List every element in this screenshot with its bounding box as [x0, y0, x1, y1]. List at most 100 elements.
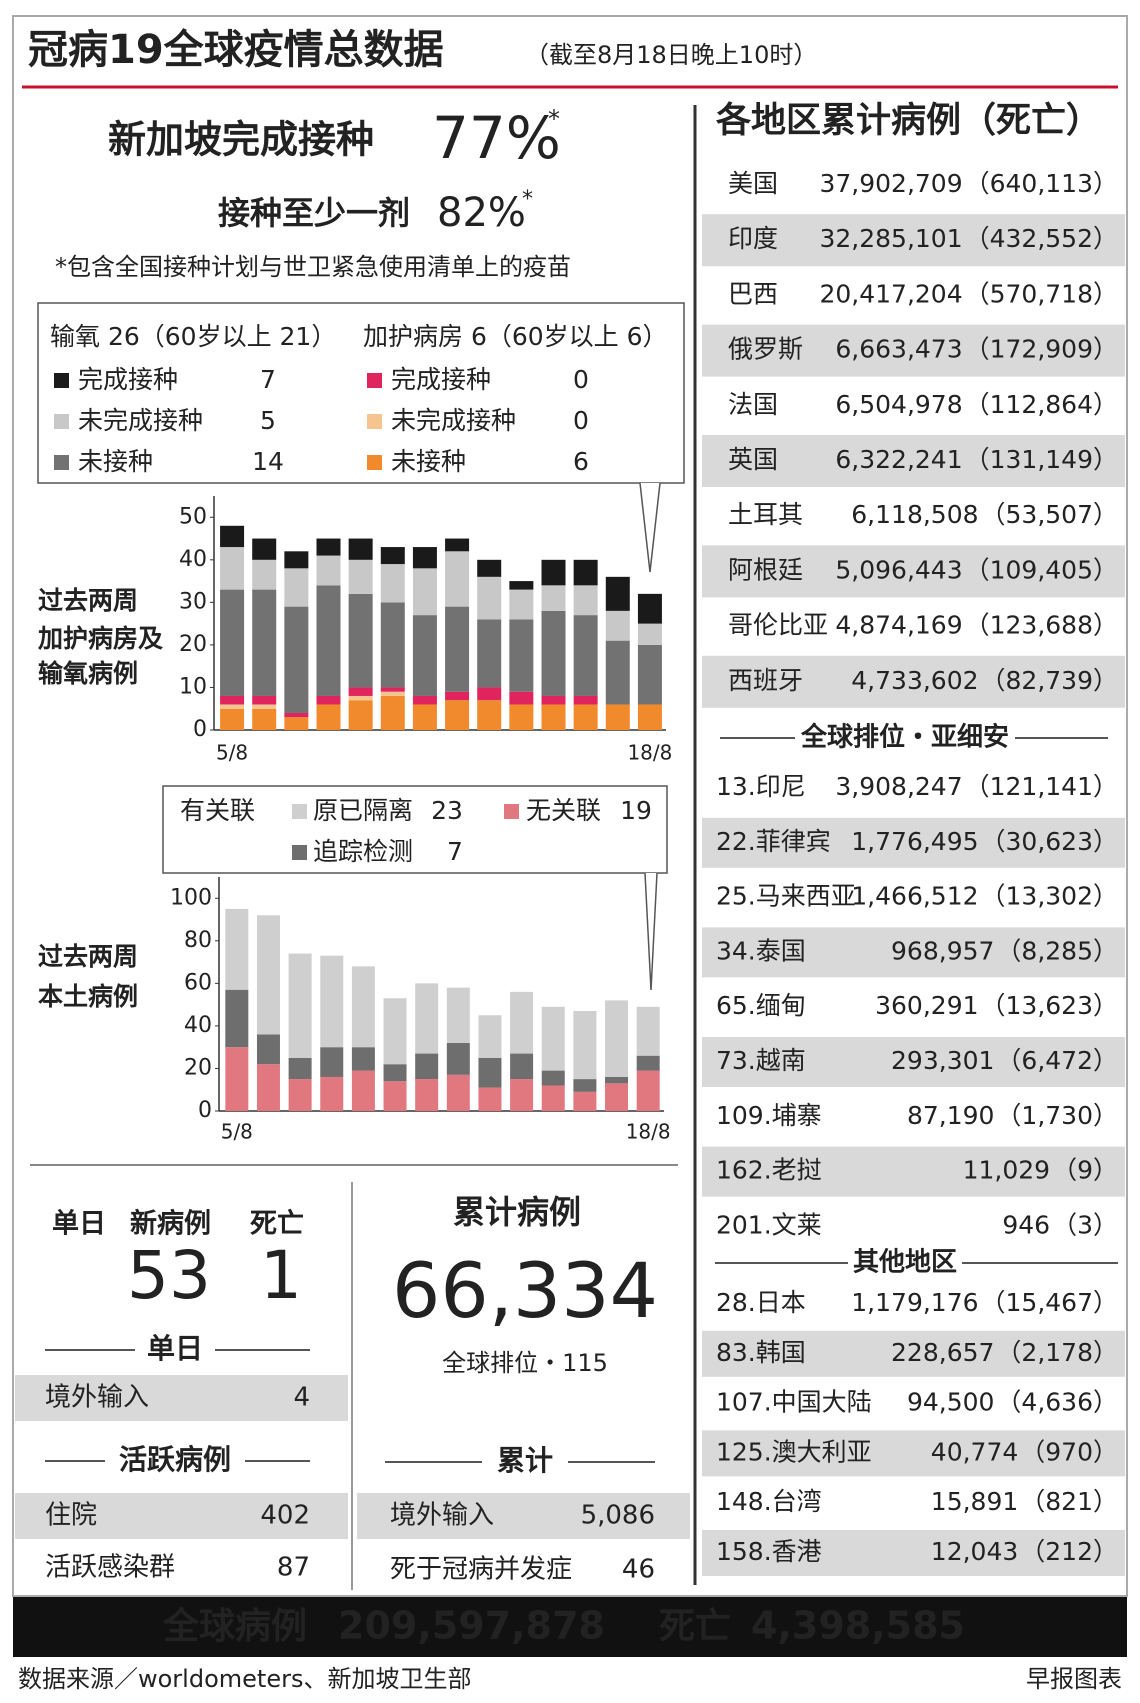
- bar-segment: [445, 551, 470, 607]
- y-tick-label: 40: [184, 1013, 212, 1038]
- legend-swatch: [54, 414, 69, 429]
- y-tick-label: 10: [179, 674, 207, 699]
- region-name: 阿根廷: [728, 555, 803, 584]
- bar-segment: [510, 1053, 534, 1080]
- row-background: [702, 545, 1125, 598]
- bar-segment: [284, 712, 309, 718]
- row-background: [702, 817, 1125, 868]
- bar-segment: [573, 695, 598, 705]
- bar-segment: [348, 538, 373, 560]
- bar-segment: [541, 1006, 565, 1071]
- legend-swatch: [504, 804, 519, 819]
- row-value: 5,086: [581, 1501, 655, 1531]
- note: *包含全国接种计划与世卫紧急使用清单上的疫苗: [55, 253, 571, 281]
- bar-segment: [288, 1079, 312, 1111]
- region-deaths: （970）: [1020, 1437, 1118, 1466]
- legend-value: 0: [573, 406, 589, 435]
- row-value: 402: [260, 1501, 310, 1531]
- bar-segment: [351, 966, 375, 1048]
- region-cases: 37,902,709: [819, 169, 962, 198]
- row-background: [15, 1493, 348, 1539]
- region-deaths: （2,178）: [996, 1338, 1118, 1367]
- bar-segment: [288, 953, 312, 1058]
- y-tick-label: 20: [179, 632, 207, 657]
- legend-label: 未完成接种: [391, 406, 516, 435]
- row-background: [702, 1330, 1125, 1377]
- bar-segment: [412, 704, 437, 730]
- asterisk: *: [522, 187, 533, 212]
- bar-segment: [510, 1079, 534, 1111]
- y-axis-label: 过去两周: [38, 942, 138, 971]
- section-heading: 其他地区: [853, 1248, 957, 1278]
- bar-segment: [412, 547, 437, 569]
- region-deaths: （112,864）: [965, 390, 1118, 419]
- legend-label: 未完成接种: [78, 406, 203, 435]
- bar-segment: [541, 1070, 565, 1086]
- bar-segment: [284, 551, 309, 569]
- region-cases: 4,733,602: [851, 666, 978, 695]
- region-deaths: （640,113）: [965, 169, 1118, 198]
- legend-label: 未接种: [78, 447, 153, 476]
- bar-segment: [478, 1087, 502, 1111]
- footer-label: 死亡: [659, 1606, 731, 1647]
- legend-swatch: [292, 845, 307, 860]
- bar-segment: [256, 1034, 280, 1065]
- legend-box: [37, 302, 685, 484]
- bar-segment: [605, 1000, 629, 1077]
- region-name: 148.台湾: [716, 1487, 822, 1516]
- row-label: 境外输入: [390, 1501, 494, 1531]
- bar-segment: [383, 1064, 407, 1082]
- region-deaths: （570,718）: [965, 279, 1118, 308]
- row-background: [702, 1430, 1125, 1477]
- y-axis-label: 过去两周: [38, 586, 138, 615]
- y-tick-label: 100: [170, 885, 212, 910]
- vaccination-value: 82%: [437, 190, 526, 236]
- region-name: 201.文莱: [716, 1210, 822, 1239]
- bar-segment: [284, 717, 309, 730]
- legend-swatch: [54, 455, 69, 470]
- bar-segment: [573, 1011, 597, 1080]
- region-deaths: （6,472）: [996, 1046, 1118, 1075]
- row-background: [357, 1493, 690, 1539]
- legend-value: 7: [260, 365, 276, 394]
- bar-segment: [573, 1079, 597, 1092]
- bar-segment: [351, 1047, 375, 1071]
- bar-segment: [225, 1047, 249, 1111]
- bar-segment: [220, 525, 245, 548]
- row-value: 87: [277, 1553, 310, 1583]
- legend-value: 0: [573, 365, 589, 394]
- bar-segment: [320, 955, 344, 1048]
- region-cases: 4,874,169: [835, 611, 962, 640]
- region-cases: 5,096,443: [835, 555, 962, 584]
- legend-value: 6: [573, 447, 589, 476]
- bar-segment: [541, 610, 566, 696]
- region-cases: 228,657: [891, 1338, 994, 1367]
- heading-rules: [45, 737, 1118, 1463]
- region-cases: 968,957: [891, 936, 994, 965]
- legend-title: 有关联: [180, 796, 255, 825]
- daily-value: 53: [127, 1237, 211, 1314]
- bar-segment: [348, 700, 373, 730]
- region-name: 美国: [728, 169, 778, 198]
- bar-segment: [637, 623, 662, 645]
- x-tick-label: 18/8: [626, 1120, 671, 1144]
- region-deaths: （821）: [1020, 1487, 1118, 1516]
- region-cases: 40,774: [931, 1437, 1018, 1466]
- region-name: 西班牙: [728, 666, 803, 695]
- region-name: 125.澳大利亚: [716, 1437, 872, 1466]
- region-cases: 87,190: [907, 1101, 994, 1130]
- bar-segment: [316, 585, 341, 696]
- bar-segment: [478, 1057, 502, 1088]
- region-name: 158.香港: [716, 1537, 822, 1566]
- cumulative-value: 66,334: [392, 1246, 658, 1335]
- legend-label: 完成接种: [391, 365, 491, 394]
- bar-segment: [636, 1055, 660, 1071]
- daily-heading: 单日: [52, 1209, 106, 1240]
- bar-segment: [605, 1076, 629, 1084]
- region-cases: 946: [1002, 1210, 1050, 1239]
- bar-segment: [636, 1006, 660, 1056]
- region-deaths: （8,285）: [996, 936, 1118, 965]
- legend-label: 未接种: [391, 447, 466, 476]
- bar-segment: [605, 640, 630, 705]
- bar-segment: [284, 568, 309, 607]
